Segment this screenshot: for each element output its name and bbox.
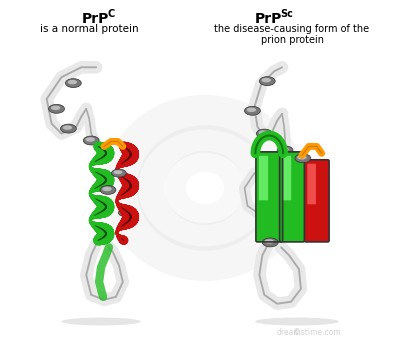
Text: Sc: Sc bbox=[280, 9, 293, 19]
Ellipse shape bbox=[295, 154, 311, 163]
Ellipse shape bbox=[256, 129, 272, 138]
Text: C: C bbox=[107, 9, 114, 19]
Text: dreamstime.com: dreamstime.com bbox=[276, 328, 341, 337]
Ellipse shape bbox=[255, 318, 339, 325]
Ellipse shape bbox=[66, 79, 81, 87]
Ellipse shape bbox=[60, 124, 76, 133]
Text: the disease-causing form of the: the disease-causing form of the bbox=[214, 24, 370, 34]
Text: is a normal protein: is a normal protein bbox=[40, 24, 138, 34]
Ellipse shape bbox=[114, 170, 122, 174]
Ellipse shape bbox=[51, 106, 60, 110]
Ellipse shape bbox=[102, 187, 112, 191]
FancyBboxPatch shape bbox=[283, 156, 291, 200]
FancyBboxPatch shape bbox=[280, 152, 304, 242]
Ellipse shape bbox=[247, 107, 256, 112]
FancyBboxPatch shape bbox=[256, 152, 283, 242]
Ellipse shape bbox=[86, 137, 95, 142]
Ellipse shape bbox=[68, 80, 77, 84]
Ellipse shape bbox=[258, 131, 268, 135]
FancyBboxPatch shape bbox=[259, 156, 268, 200]
Ellipse shape bbox=[297, 155, 307, 160]
Ellipse shape bbox=[262, 78, 271, 82]
Text: PrP: PrP bbox=[81, 12, 109, 26]
Ellipse shape bbox=[112, 169, 126, 177]
Ellipse shape bbox=[118, 209, 133, 217]
Ellipse shape bbox=[63, 125, 72, 130]
FancyBboxPatch shape bbox=[304, 160, 329, 242]
Ellipse shape bbox=[83, 136, 99, 145]
Ellipse shape bbox=[277, 146, 293, 155]
FancyBboxPatch shape bbox=[307, 164, 316, 204]
Text: PrP: PrP bbox=[254, 12, 282, 26]
Ellipse shape bbox=[100, 185, 116, 194]
Ellipse shape bbox=[264, 239, 274, 244]
Text: ©: © bbox=[293, 328, 301, 337]
Ellipse shape bbox=[244, 106, 260, 115]
Ellipse shape bbox=[279, 147, 289, 152]
Ellipse shape bbox=[120, 210, 129, 214]
Ellipse shape bbox=[62, 318, 141, 325]
Text: prion protein: prion protein bbox=[260, 35, 324, 45]
Ellipse shape bbox=[49, 104, 64, 113]
Ellipse shape bbox=[259, 77, 275, 85]
Ellipse shape bbox=[262, 238, 278, 247]
